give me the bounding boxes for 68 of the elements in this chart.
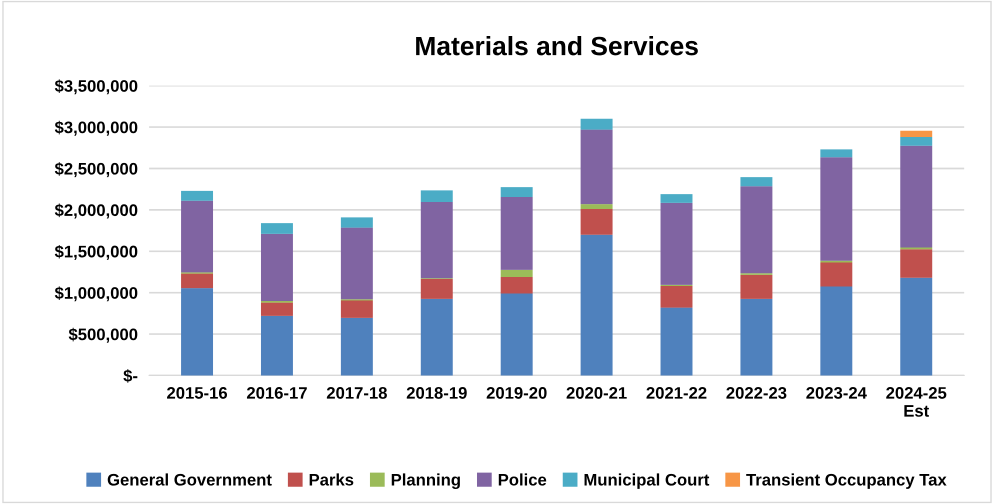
x-tick-label: 2024-25 Est [886, 387, 946, 417]
bar [580, 118, 613, 130]
bar [740, 177, 772, 186]
bar [500, 294, 533, 376]
bar [260, 302, 293, 316]
bar [420, 279, 453, 299]
bar [420, 190, 453, 202]
bar [181, 190, 214, 201]
x-tick-label: 2017-18 [326, 387, 387, 399]
y-tick-label: $500,000 [68, 328, 138, 343]
bar [340, 217, 373, 228]
bar [900, 130, 932, 138]
y-tick-label: $2,500,000 [54, 162, 138, 178]
bar [900, 137, 932, 146]
bar [340, 318, 373, 376]
x-tick-label: 2015-16 [167, 387, 228, 399]
bar [900, 249, 932, 278]
bar [340, 300, 373, 318]
bar [820, 262, 852, 286]
bar [340, 228, 373, 300]
bar [500, 276, 533, 294]
y-tick-label: $2,000,000 [54, 204, 138, 218]
bar [820, 157, 852, 261]
bar [900, 278, 932, 376]
legend-label: Transient Occupancy Tax [746, 473, 947, 489]
legend-label: Police [498, 473, 546, 486]
x-tick-label: 2018-19 [406, 387, 467, 399]
bar [580, 209, 613, 235]
x-tick-label: 2022-23 [726, 387, 786, 399]
bar [420, 298, 453, 376]
chart-title: Materials and Services [416, 36, 698, 56]
bar [740, 274, 772, 299]
x-tick-label: 2019-20 [486, 387, 547, 399]
bar [500, 187, 533, 198]
x-tick-label: 2023-24 [806, 387, 867, 399]
x-tick-label: 2016-17 [246, 387, 307, 399]
bar [660, 202, 692, 285]
y-tick-label: $- [123, 369, 138, 383]
bar [660, 286, 692, 308]
legend-label: General Government [108, 473, 272, 486]
bar [500, 270, 533, 277]
bar [420, 202, 453, 278]
legend-label: Municipal Court [584, 473, 710, 489]
bar [260, 223, 293, 234]
bar [580, 204, 613, 210]
legend-label: Planning [392, 473, 460, 489]
bar [580, 234, 613, 376]
bar [660, 194, 692, 203]
bar [260, 234, 293, 301]
x-tick-label: 2020-21 [566, 387, 627, 399]
legend-label: Parks [310, 473, 354, 486]
bar [580, 130, 613, 204]
bar [660, 308, 692, 376]
y-tick-label: $3,500,000 [54, 79, 138, 94]
y-tick-label: $3,000,000 [54, 120, 138, 136]
y-tick-label: $1,000,000 [54, 286, 138, 302]
bar [181, 200, 214, 272]
x-tick-label: 2021-22 [646, 387, 706, 399]
bar [181, 274, 214, 288]
bar [740, 186, 772, 274]
bar [820, 149, 852, 158]
y-tick-label: $1,500,000 [54, 244, 138, 260]
bar [740, 298, 772, 376]
bar [900, 146, 932, 248]
bar [500, 197, 533, 270]
bar [820, 286, 852, 376]
bar [260, 316, 293, 376]
bar [181, 288, 214, 376]
